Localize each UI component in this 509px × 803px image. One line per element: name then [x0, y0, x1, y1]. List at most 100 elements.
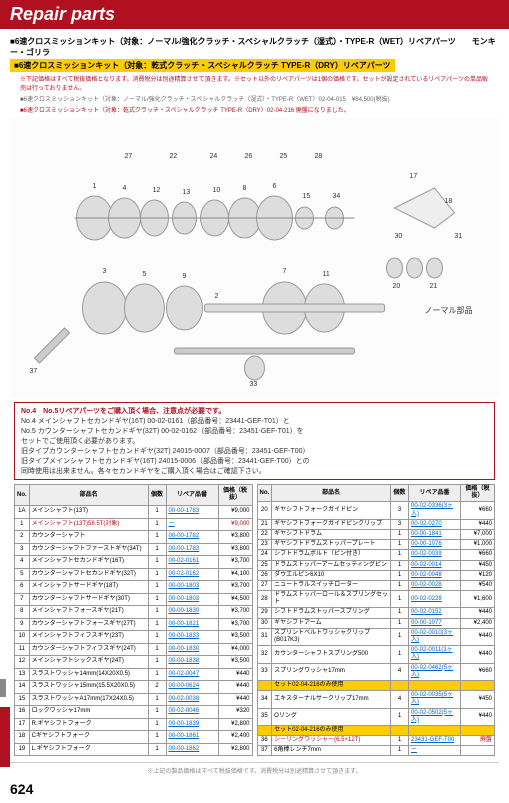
cell-name: スプリントベルトワッシャクリップ(B017K3)	[272, 628, 391, 645]
cell-price: ¥4,000	[218, 643, 252, 656]
cell-partno[interactable]: 23431-GEF-T00	[409, 736, 461, 746]
cell-partno[interactable]: 00-00-1077	[409, 618, 461, 628]
cell-partno[interactable]	[409, 725, 461, 735]
cell-partno[interactable]: 00-00-1830	[166, 643, 218, 656]
cell-no: 24	[257, 550, 272, 560]
cell-name: カウンターシャフトサードギヤ(30T)	[29, 593, 148, 606]
cell-qty: 1	[391, 560, 409, 570]
table-row: 31スプリントベルトワッシャクリップ(B017K3)100-02-0010(3ヶ…	[257, 628, 495, 645]
cell-partno[interactable]	[409, 680, 461, 690]
cell-partno[interactable]: 00-00-1838	[166, 656, 218, 669]
cell-partno[interactable]: 00-02-0502(5ヶ入)	[409, 708, 461, 725]
cell-partno[interactable]: 00-02-0462(5ヶ入)	[409, 663, 461, 680]
cell-price: ¥3,800	[218, 531, 252, 544]
cell-price: ¥2,800	[218, 718, 252, 731]
svg-text:15: 15	[303, 193, 311, 200]
cell-partno[interactable]: 00-00-1783	[166, 543, 218, 556]
cell-partno[interactable]: 00-02-0014	[409, 560, 461, 570]
cell-partno[interactable]: 00-00-1782	[166, 531, 218, 544]
table-row: 1Aメインシャフト(13T)100-00-1783¥9,000	[15, 506, 253, 519]
cell-qty: 1	[391, 736, 409, 746]
cell-partno[interactable]: 00-02-0010(3ヶ入)	[409, 628, 461, 645]
cell-partno[interactable]: 00-00-1821	[166, 618, 218, 631]
kit-line-2: ■6速クロスミッションキット（対象：乾式クラッチ・スペシャルクラッチ TYPE-…	[20, 105, 489, 114]
cell-name: セット02-04-216のみ使用	[272, 680, 391, 690]
table-row: 32カウンターシャフトスプリング500100-02-0011(3ヶ入)¥440	[257, 646, 495, 663]
cell-qty: 1	[391, 708, 409, 725]
col-header: 個数	[148, 485, 166, 506]
table-row: 33スプリングワッシャ17mm400-02-0462(5ヶ入)¥660	[257, 663, 495, 680]
cell-partno[interactable]: 00-02-0161	[166, 556, 218, 569]
cell-no: 33	[257, 663, 272, 680]
side-tab	[0, 707, 10, 767]
cell-partno[interactable]: ー	[166, 518, 218, 531]
cell-qty: 1	[148, 531, 166, 544]
cell-partno[interactable]: 00-02-0028	[409, 580, 461, 590]
cell-partno[interactable]: 00-00-1833	[166, 631, 218, 644]
cell-name: ギヤシフトアーム	[272, 618, 391, 628]
cell-price: ¥3,700	[218, 606, 252, 619]
notice-line: 旧タイプメインシャフトセカンドギヤ(16T) 24015-0006（部品番号：2…	[21, 456, 488, 466]
cell-qty: 1	[148, 631, 166, 644]
cell-partno[interactable]: 00-02-0048	[409, 570, 461, 580]
cell-name: カウンターシャフト	[29, 531, 148, 544]
cell-partno[interactable]: 00-02-0039	[409, 550, 461, 560]
cell-name: カウンターシャフトスプリング500	[272, 646, 391, 663]
cell-partno[interactable]: 00-00-1783	[166, 506, 218, 519]
cell-name: カウンターシャフトフィフスギヤ(24T)	[29, 643, 148, 656]
cell-partno[interactable]: 00-00-0624	[166, 681, 218, 694]
cell-no: 1	[15, 518, 30, 531]
cell-partno[interactable]: 00-02-0336(3ヶ入)	[409, 502, 461, 519]
cell-no: 17	[15, 718, 30, 731]
cell-name: メインシャフトフィフスギヤ(23T)	[29, 631, 148, 644]
cell-partno[interactable]: 00-00-1076	[409, 540, 461, 550]
cell-partno[interactable]: 00-02-0046	[166, 706, 218, 719]
cell-partno[interactable]: 00-00-1803	[166, 593, 218, 606]
cell-partno[interactable]: 00-00-1839	[166, 718, 218, 731]
cell-price: ¥540	[461, 580, 495, 590]
cell-partno[interactable]: 00-00-1841	[409, 529, 461, 539]
table-row: 376角棒レンチ7mm1ー	[257, 746, 495, 756]
svg-text:20: 20	[393, 283, 401, 290]
cell-name: メインシャフトセカンドギヤ(16T)	[29, 556, 148, 569]
cell-partno[interactable]: 00-00-1803	[166, 581, 218, 594]
col-header: 価格（税抜）	[461, 485, 495, 502]
cell-price: ¥2,400	[461, 618, 495, 628]
cell-partno[interactable]: 00-02-0038	[166, 693, 218, 706]
cell-price: ¥3,700	[218, 581, 252, 594]
cell-qty: 1	[391, 550, 409, 560]
cell-partno[interactable]: 00-00-1862	[166, 743, 218, 756]
cell-partno[interactable]: 00-02-0011(3ヶ入)	[409, 646, 461, 663]
cell-price: ¥4,500	[218, 593, 252, 606]
svg-text:9: 9	[183, 273, 187, 280]
exploded-diagram: 1412 13108 61534 359 7112 331718 2120 37…	[10, 118, 499, 398]
cell-qty: 3	[391, 502, 409, 519]
cell-price: ¥660	[461, 550, 495, 560]
cell-no: 15	[15, 693, 30, 706]
cell-price: ¥450	[461, 691, 495, 708]
cell-no: 9	[15, 618, 30, 631]
cell-partno[interactable]: 00-00-1861	[166, 731, 218, 744]
cell-qty: 1	[148, 656, 166, 669]
cell-partno[interactable]: 00-02-0270	[409, 519, 461, 529]
cell-partno[interactable]: 00-00-1830	[166, 606, 218, 619]
cell-partno[interactable]: 00-02-0047	[166, 668, 218, 681]
cell-price: ¥440	[461, 646, 495, 663]
cell-no	[257, 725, 272, 735]
cell-partno[interactable]: 00-02-0228	[409, 591, 461, 608]
cell-qty: 1	[391, 580, 409, 590]
cell-partno[interactable]: 00-02-0162	[166, 568, 218, 581]
cell-partno[interactable]: ー	[409, 746, 461, 756]
cell-name: カウンターシャフトファーストギヤ(34T)	[29, 543, 148, 556]
table-row: 29シフトドラムストッパースプリング100-02-0152¥440	[257, 608, 495, 618]
page-number: 624	[10, 781, 499, 797]
cell-partno[interactable]: 00-02-0035(5ヶ入)	[409, 691, 461, 708]
cell-price: 廃盤	[461, 736, 495, 746]
cell-price: ¥4,100	[218, 568, 252, 581]
cell-name: スプリングワッシャ17mm	[272, 663, 391, 680]
table-row: 26ダウエルピン6X10100-02-0048¥120	[257, 570, 495, 580]
cell-partno[interactable]: 00-02-0152	[409, 608, 461, 618]
cell-no: 36	[257, 736, 272, 746]
cell-qty: 1	[148, 593, 166, 606]
cell-name: メインシャフト(13T)58.5T(対象)	[29, 518, 148, 531]
